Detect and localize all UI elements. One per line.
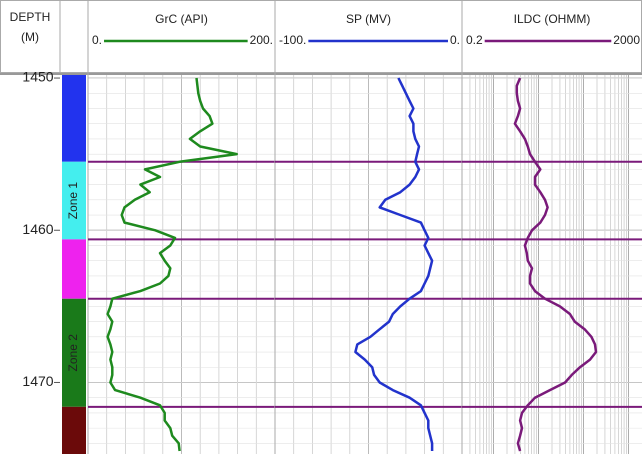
background: [0, 0, 642, 454]
zone-label: Zone 2: [66, 334, 80, 372]
depth-unit: (M): [21, 30, 39, 44]
scale-min: 0.2: [466, 33, 483, 47]
well-log: DEPTH (M) Zone 1 Zone 2 1450 1460 1470 GrC (A…: [0, 0, 642, 454]
scale-min: -100.: [279, 33, 306, 47]
zone-label: Zone 1: [66, 182, 80, 220]
zone: [62, 75, 86, 162]
depth-tick-label: 1470: [22, 373, 53, 389]
depth-tick-label: 1460: [22, 221, 53, 237]
depth-tick-label: 1450: [22, 69, 53, 85]
track-title: SP (MV): [346, 12, 391, 26]
track-title: ILDC (OHMM): [514, 12, 591, 26]
page: DEPTH (M) Zone 1 Zone 2 1450 1460 1470 GrC (A…: [0, 0, 642, 454]
zone: [62, 239, 86, 298]
scale-max: 200.: [250, 33, 273, 47]
zone: [62, 407, 86, 454]
scale-min: 0.: [92, 33, 102, 47]
track-title: GrC (API): [155, 12, 208, 26]
scale-max: 0.: [450, 33, 460, 47]
scale-max: 2000: [613, 33, 640, 47]
depth-title: DEPTH: [10, 10, 51, 24]
